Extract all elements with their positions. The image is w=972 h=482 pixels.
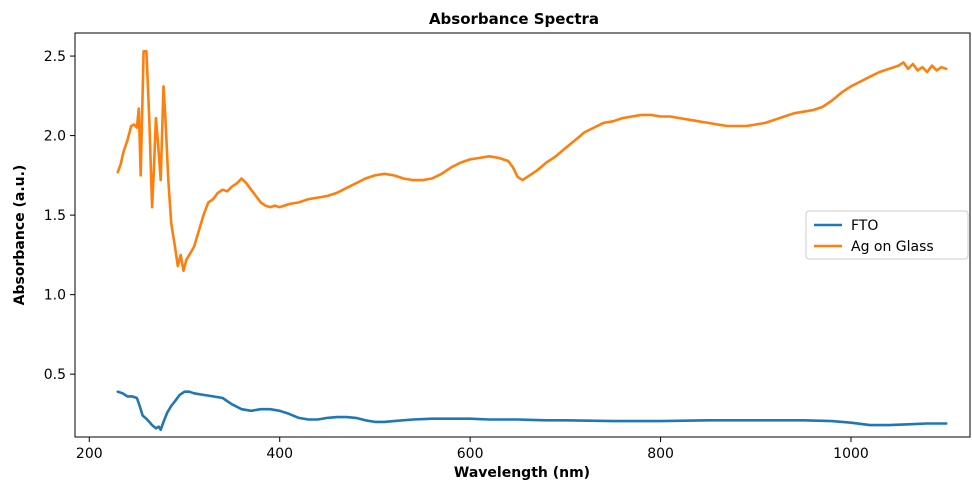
x-tick-label: 400: [266, 446, 293, 462]
plot-area: [116, 50, 948, 432]
y-tick-label: 1.5: [44, 208, 66, 224]
x-tick-label: 600: [457, 446, 484, 462]
plot-frame: [74, 32, 971, 438]
y-tick-label: 1.0: [44, 288, 66, 304]
chart-title: Absorbance Spectra: [429, 10, 599, 28]
y-tick-label: 2.0: [44, 129, 66, 145]
y-tick-label: 0.5: [44, 367, 66, 383]
legend-label-1: Ag on Glass: [851, 239, 934, 255]
series-line-0: [116, 390, 948, 432]
x-tick-label: 200: [76, 446, 103, 462]
x-axis: 200 400 600 800 1000: [76, 437, 869, 462]
legend-box: [805, 210, 969, 260]
x-tick-label: 1000: [833, 446, 869, 462]
y-axis-title: Absorbance (a.u.): [12, 165, 28, 306]
x-tick-label: 800: [647, 446, 674, 462]
x-axis-title: Wavelength (nm): [454, 465, 590, 481]
y-axis: 0.5 1.0 1.5 2.0 2.5: [44, 49, 75, 383]
y-tick-label: 2.5: [44, 49, 66, 65]
legend: FTO Ag on Glass: [805, 210, 969, 260]
series-line-1: [116, 50, 948, 273]
legend-label-0: FTO: [851, 218, 878, 234]
